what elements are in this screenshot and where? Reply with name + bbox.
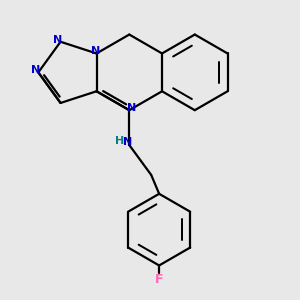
Text: N: N	[53, 35, 62, 45]
Text: H: H	[115, 136, 124, 146]
Text: N: N	[31, 65, 40, 75]
Text: N: N	[123, 137, 132, 147]
Text: N: N	[127, 103, 136, 113]
Text: N: N	[91, 46, 100, 56]
Text: F: F	[155, 273, 164, 286]
